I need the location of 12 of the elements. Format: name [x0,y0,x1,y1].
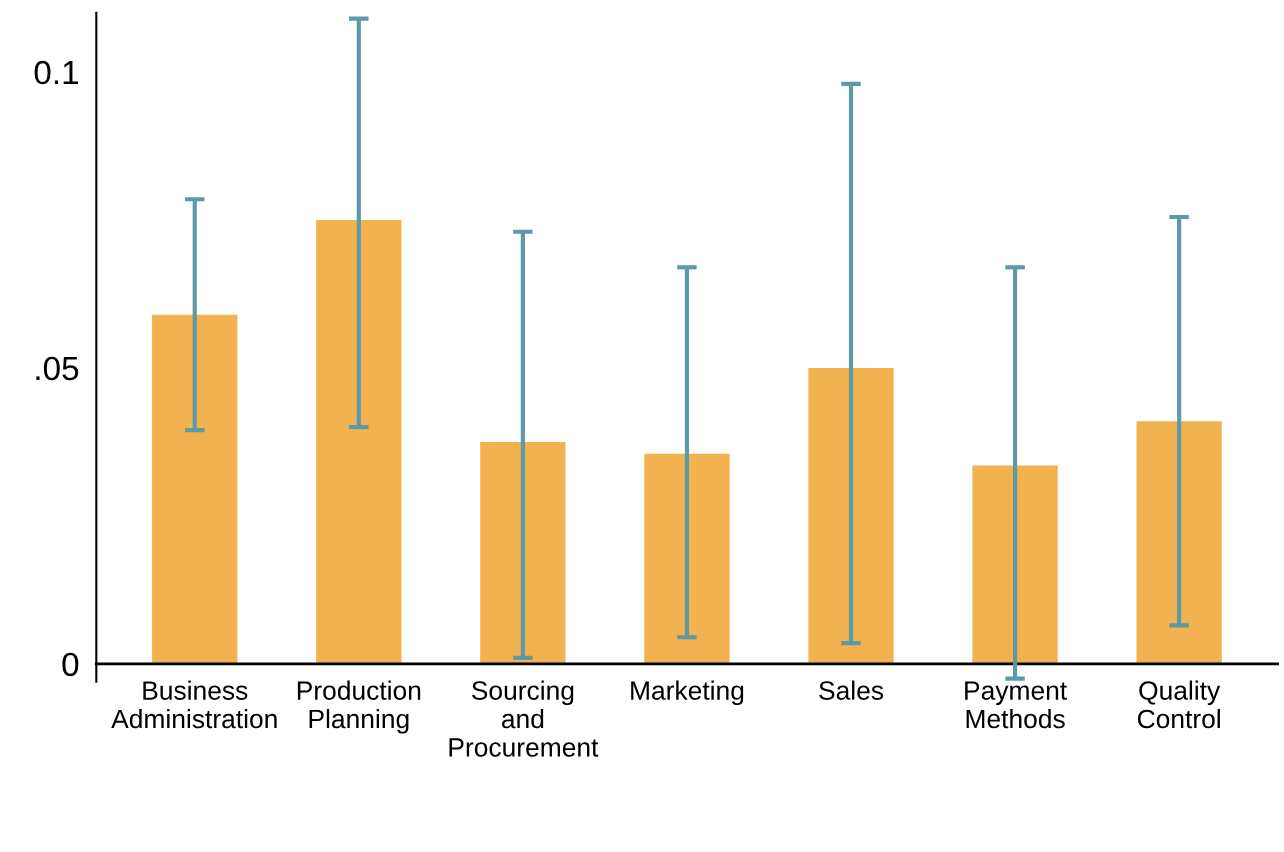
bar [152,314,238,664]
y-tick-label: 0.1 [34,60,79,85]
x-tick-label: Payment Methods [965,681,1067,729]
bar [316,219,402,664]
x-tick-label: Production Planning [297,680,421,734]
x-tick-label: Marketing [631,680,744,706]
x-tick-label: Sourcing and Procurement [449,680,599,757]
x-tick-label: Sales [819,680,884,700]
x-tick-label: Business Administration [111,680,277,729]
y-tick-label: 0 [62,652,79,677]
x-tick-label: Quality Control [1137,680,1221,729]
y-tick-label: .05 [36,356,79,381]
